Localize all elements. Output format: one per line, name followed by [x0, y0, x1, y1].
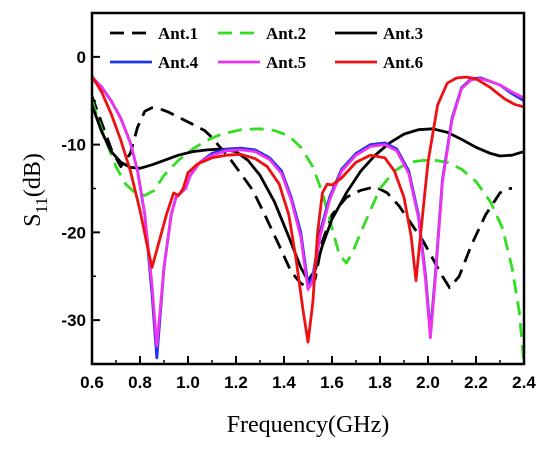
y-tick-label: -20 — [61, 223, 86, 242]
x-tick-label: 0.6 — [80, 373, 104, 392]
x-tick-label: 2.0 — [416, 373, 440, 392]
y-tick-label: -10 — [61, 136, 86, 155]
y-axis-title-main: S — [20, 214, 46, 227]
x-tick-label: 1.0 — [176, 373, 200, 392]
legend-label-ant-3: Ant.3 — [383, 24, 423, 43]
y-axis-title-sub: 11 — [32, 197, 51, 213]
x-tick-label: 1.8 — [368, 373, 392, 392]
x-axis-title: Frequency(GHz) — [227, 412, 390, 438]
legend-label-ant-5: Ant.5 — [266, 53, 306, 72]
plot-frame — [90, 11, 526, 366]
legend-label-ant-1: Ant.1 — [158, 24, 198, 43]
x-tick-label: 2.4 — [512, 373, 536, 392]
y-axis-title-suffix: (dB) — [20, 153, 46, 197]
series-line-ant-4 — [92, 76, 524, 360]
legend-label-ant-2: Ant.2 — [266, 24, 306, 43]
x-tick-label: 1.4 — [272, 373, 296, 392]
y-tick-label: 0 — [77, 48, 86, 67]
y-axis-title: S11(dB) — [20, 153, 51, 227]
x-tick-label: 0.8 — [128, 373, 152, 392]
x-tick-label: 2.2 — [464, 373, 488, 392]
y-tick-label: -30 — [61, 311, 86, 330]
series-line-ant-5 — [92, 75, 524, 348]
series-line-ant-6 — [92, 74, 524, 344]
x-tick-label: 1.2 — [224, 373, 248, 392]
series-line-ant-2 — [92, 100, 524, 364]
legend: Ant.1 Ant.2 Ant.3 Ant.4 Ant.5 Ant.6 — [110, 24, 423, 72]
series-layer — [92, 74, 524, 364]
x-axis-ticks: 0.6 0.8 1.0 1.2 1.4 1.6 1.8 2.0 2.2 2.4 — [80, 356, 536, 392]
x-tick-label: 1.6 — [320, 373, 344, 392]
y-axis-ticks: 0 -10 -20 -30 — [61, 12, 100, 365]
series-line-ant-1 — [92, 95, 512, 290]
legend-label-ant-6: Ant.6 — [383, 53, 423, 72]
legend-label-ant-4: Ant.4 — [158, 53, 199, 72]
